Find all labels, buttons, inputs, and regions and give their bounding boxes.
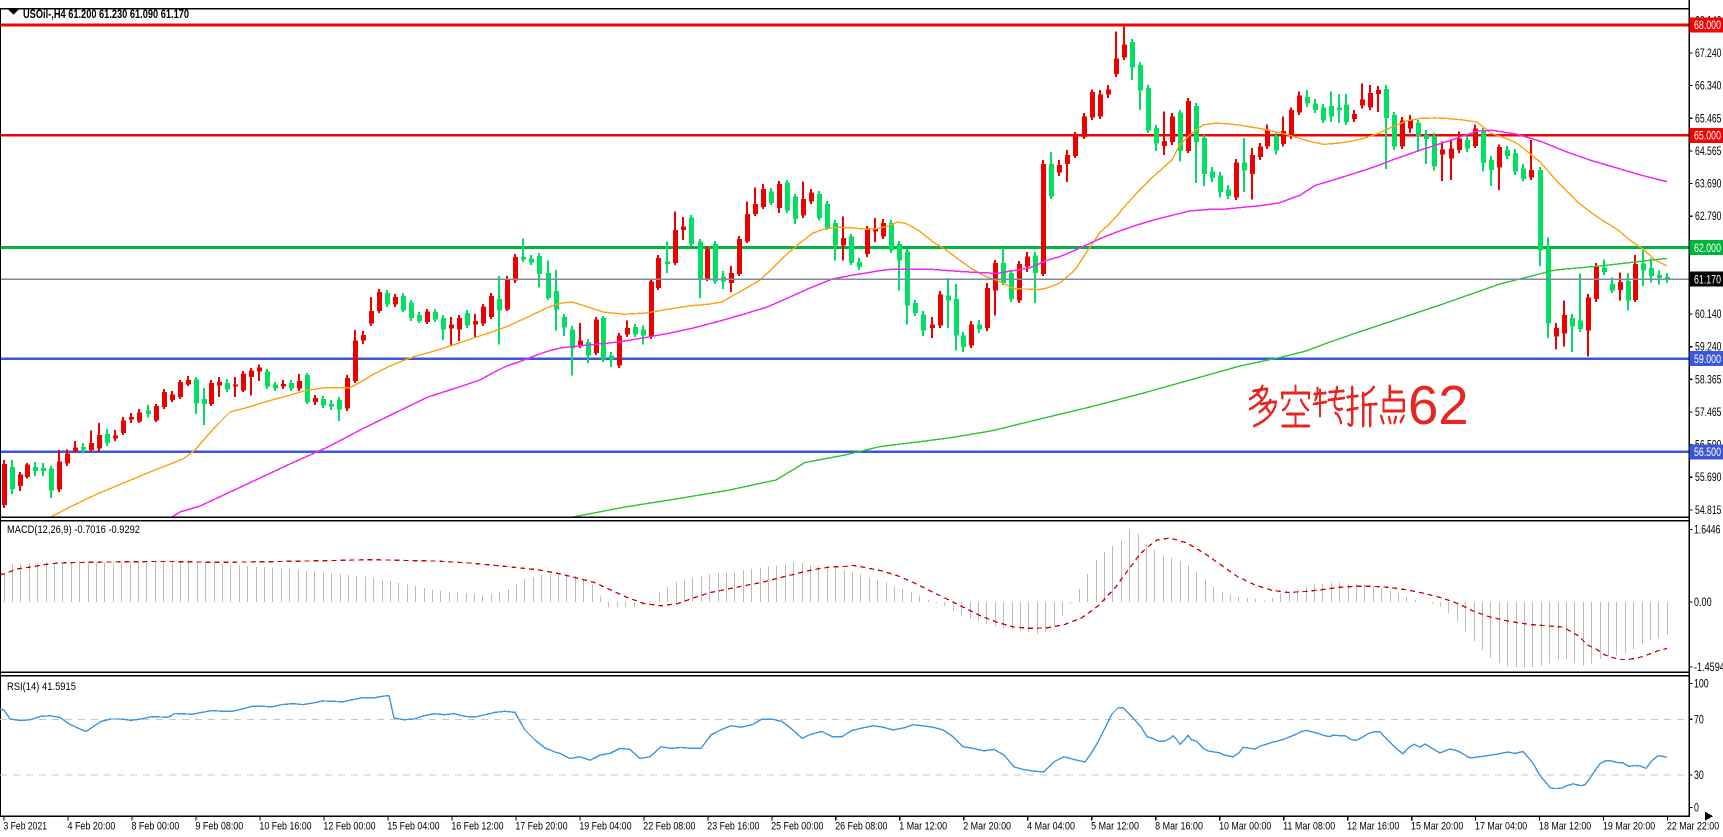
svg-text:USOil-,H4 61.200 61.230 61.09: USOil-,H4 61.200 61.230 61.090 61.170 bbox=[23, 9, 189, 21]
svg-text:23 Feb 16:00: 23 Feb 16:00 bbox=[707, 821, 759, 833]
svg-text:60.140: 60.140 bbox=[1695, 309, 1722, 321]
svg-text:59.240: 59.240 bbox=[1695, 342, 1722, 354]
svg-text:59.000: 59.000 bbox=[1694, 354, 1721, 366]
svg-text:1 Mar 12:00: 1 Mar 12:00 bbox=[899, 821, 947, 833]
svg-text:11 Mar 08:00: 11 Mar 08:00 bbox=[1283, 821, 1335, 833]
svg-text:0.00: 0.00 bbox=[1694, 597, 1712, 609]
svg-text:5 Mar 12:00: 5 Mar 12:00 bbox=[1091, 821, 1139, 833]
svg-text:12 Mar 16:00: 12 Mar 16:00 bbox=[1347, 821, 1399, 833]
svg-text:56.500: 56.500 bbox=[1694, 447, 1721, 459]
svg-text:65.000: 65.000 bbox=[1694, 131, 1721, 143]
svg-text:68.000: 68.000 bbox=[1694, 20, 1721, 32]
svg-text:10 Feb 16:00: 10 Feb 16:00 bbox=[259, 821, 311, 833]
svg-text:RSI(14) 41.5915: RSI(14) 41.5915 bbox=[7, 681, 76, 693]
svg-text:62.000: 62.000 bbox=[1694, 243, 1721, 255]
svg-text:70: 70 bbox=[1694, 714, 1704, 726]
svg-text:8 Mar 16:00: 8 Mar 16:00 bbox=[1155, 821, 1203, 833]
svg-text:16 Feb 12:00: 16 Feb 12:00 bbox=[451, 821, 503, 833]
svg-text:12 Feb 00:00: 12 Feb 00:00 bbox=[323, 821, 375, 833]
svg-text:17 Feb 20:00: 17 Feb 20:00 bbox=[515, 821, 567, 833]
svg-text:19 Feb 04:00: 19 Feb 04:00 bbox=[579, 821, 631, 833]
svg-text:9 Feb 08:00: 9 Feb 08:00 bbox=[195, 821, 243, 833]
svg-text:62.790: 62.790 bbox=[1695, 211, 1722, 223]
svg-text:22 Feb 08:00: 22 Feb 08:00 bbox=[643, 821, 695, 833]
svg-text:25 Feb 00:00: 25 Feb 00:00 bbox=[771, 821, 823, 833]
svg-text:15 Feb 04:00: 15 Feb 04:00 bbox=[387, 821, 439, 833]
svg-text:10 Mar 00:00: 10 Mar 00:00 bbox=[1219, 821, 1271, 833]
svg-text:19 Mar 20:00: 19 Mar 20:00 bbox=[1603, 821, 1655, 833]
svg-text:4 Feb 20:00: 4 Feb 20:00 bbox=[67, 821, 115, 833]
svg-text:66.340: 66.340 bbox=[1695, 81, 1722, 93]
svg-text:62: 62 bbox=[1408, 375, 1469, 436]
svg-text:3 Feb 2021: 3 Feb 2021 bbox=[4, 821, 48, 833]
svg-text:8 Feb 00:00: 8 Feb 00:00 bbox=[131, 821, 179, 833]
svg-text:58.365: 58.365 bbox=[1695, 374, 1722, 386]
svg-text:18 Mar 12:00: 18 Mar 12:00 bbox=[1539, 821, 1591, 833]
svg-text:17 Mar 04:00: 17 Mar 04:00 bbox=[1475, 821, 1527, 833]
svg-text:MACD(12,26,9) -0.7016 -0.9292: MACD(12,26,9) -0.7016 -0.9292 bbox=[7, 524, 140, 536]
svg-text:57.465: 57.465 bbox=[1695, 407, 1722, 419]
svg-text:64.565: 64.565 bbox=[1695, 146, 1722, 158]
svg-text:22 Mar 22:00: 22 Mar 22:00 bbox=[1667, 821, 1719, 833]
svg-text:61.170: 61.170 bbox=[1694, 274, 1721, 286]
svg-text:100: 100 bbox=[1694, 679, 1709, 691]
svg-text:15 Mar 20:00: 15 Mar 20:00 bbox=[1411, 821, 1463, 833]
svg-text:1.6446: 1.6446 bbox=[1694, 525, 1720, 537]
svg-text:54.815: 54.815 bbox=[1695, 505, 1722, 517]
svg-text:55.690: 55.690 bbox=[1695, 472, 1722, 484]
svg-text:65.465: 65.465 bbox=[1695, 113, 1722, 125]
svg-text:67.240: 67.240 bbox=[1695, 48, 1722, 60]
svg-text:-1.4594: -1.4594 bbox=[1694, 662, 1723, 674]
svg-text:0: 0 bbox=[1694, 803, 1699, 815]
svg-text:2 Mar 20:00: 2 Mar 20:00 bbox=[963, 821, 1011, 833]
svg-text:63.690: 63.690 bbox=[1695, 179, 1722, 191]
svg-text:30: 30 bbox=[1694, 770, 1704, 782]
svg-text:26 Feb 08:00: 26 Feb 08:00 bbox=[835, 821, 887, 833]
svg-text:4 Mar 04:00: 4 Mar 04:00 bbox=[1027, 821, 1075, 833]
